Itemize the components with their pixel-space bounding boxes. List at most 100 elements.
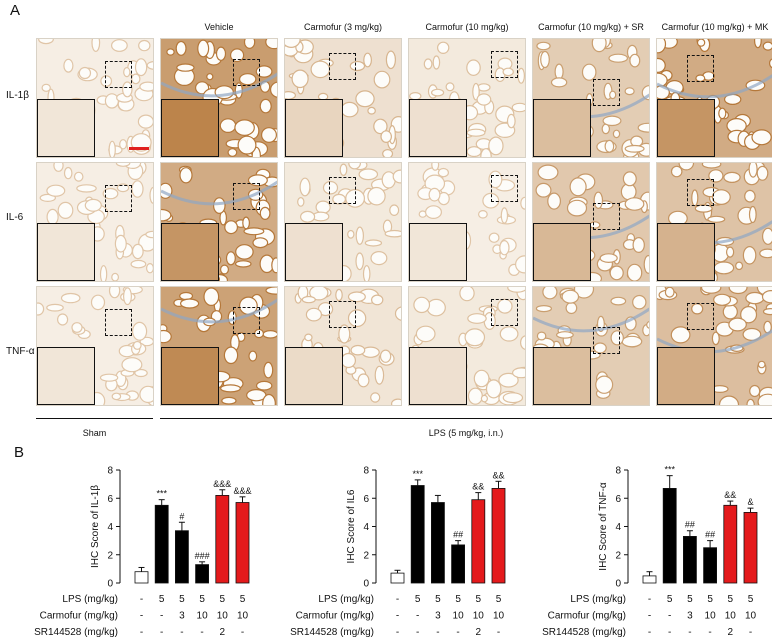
alveolus	[373, 118, 388, 135]
alveolus	[91, 39, 101, 52]
alveolus	[46, 303, 64, 312]
condition-value: -	[200, 627, 203, 638]
alveolus	[355, 90, 375, 108]
alveolus	[389, 204, 400, 216]
condition-value: 5	[455, 594, 461, 605]
bar	[390, 572, 405, 584]
alveolus	[212, 197, 226, 214]
alveolus	[742, 327, 762, 341]
alveolus	[339, 163, 348, 176]
alveolus	[512, 367, 525, 379]
micrograph-tile	[284, 38, 402, 158]
roi-box	[105, 309, 132, 336]
roi-box	[329, 177, 356, 204]
roi-box	[687, 179, 714, 206]
micrograph-tile	[160, 286, 278, 406]
roi-box	[233, 183, 260, 210]
alveolus	[139, 385, 153, 404]
alveolus	[220, 384, 241, 393]
bar	[154, 504, 169, 584]
alveolus	[299, 177, 311, 197]
alveolus	[735, 261, 744, 271]
alveolus	[146, 263, 153, 274]
alveolus	[373, 70, 391, 89]
condition-row-label: Carmofur (mg/kg)	[296, 611, 374, 622]
bar	[451, 544, 466, 584]
alveolus	[121, 357, 143, 373]
alveolus	[115, 163, 131, 167]
alveolus	[255, 65, 273, 78]
alveolus	[225, 251, 236, 266]
alveolus	[161, 329, 172, 344]
alveolus	[63, 166, 73, 180]
condition-row-label: LPS (mg/kg)	[62, 594, 118, 605]
airway-wall	[161, 180, 277, 206]
alveolus	[621, 335, 643, 348]
alveolus	[626, 263, 643, 281]
alveolus	[473, 369, 490, 388]
alveolus	[78, 66, 92, 80]
alveolus	[604, 139, 615, 153]
alveolus	[520, 196, 525, 210]
alveolus	[131, 73, 141, 85]
condition-value: 2	[220, 627, 226, 638]
significance-marker: ***	[664, 465, 675, 475]
zoom-inset	[533, 99, 591, 157]
row-label: IL-1β	[6, 90, 29, 101]
zoom-inset	[37, 347, 95, 405]
alveolus	[701, 287, 722, 294]
alveolus	[622, 171, 637, 187]
alveolus	[437, 41, 450, 55]
y-tick-label: 8	[615, 466, 621, 477]
alveolus	[347, 229, 355, 239]
condition-value: -	[140, 611, 143, 622]
alveolus	[310, 60, 331, 79]
condition-value: -	[708, 627, 711, 638]
condition-value: -	[648, 611, 651, 622]
alveolus	[535, 305, 552, 313]
alveolus	[131, 180, 144, 198]
alveolus	[437, 167, 450, 178]
significance-marker: &&	[492, 470, 504, 480]
row-label: IL-6	[6, 212, 24, 223]
alveolus	[609, 265, 624, 281]
alveolus	[701, 163, 722, 169]
zoom-inset	[657, 347, 715, 405]
condition-value: 10	[725, 611, 737, 622]
alveolus	[223, 346, 239, 365]
alveolus	[537, 164, 559, 181]
alveolus	[657, 57, 666, 73]
alveolus	[260, 127, 277, 143]
condition-value: -	[396, 627, 399, 638]
alveolus	[722, 304, 738, 320]
alveolus	[259, 206, 271, 221]
alveolus	[206, 73, 214, 81]
micrograph-tile	[408, 38, 526, 158]
condition-value: -	[688, 627, 691, 638]
significance-marker: &&&	[233, 486, 251, 496]
alveolus	[581, 63, 597, 81]
alveolus	[130, 133, 152, 152]
alveolus	[744, 189, 756, 203]
alveolus	[467, 387, 483, 405]
alveolus	[624, 144, 645, 153]
alveolus	[728, 317, 747, 332]
alveolus	[138, 39, 151, 52]
bar	[174, 530, 189, 584]
alveolus	[100, 75, 113, 87]
alveolus	[385, 50, 397, 70]
alveolus	[370, 250, 388, 266]
alveolus	[612, 129, 621, 139]
condition-value: 10	[453, 611, 465, 622]
alveolus	[57, 313, 69, 326]
alveolus	[561, 289, 580, 304]
alveolus	[506, 113, 516, 129]
roi-box	[105, 61, 132, 88]
alveolus	[413, 296, 431, 314]
alveolus	[536, 331, 547, 341]
condition-value: 3	[179, 611, 185, 622]
zoom-inset	[409, 99, 467, 157]
alveolus	[111, 392, 122, 401]
condition-value: -	[140, 594, 143, 605]
alveolus	[713, 293, 732, 306]
